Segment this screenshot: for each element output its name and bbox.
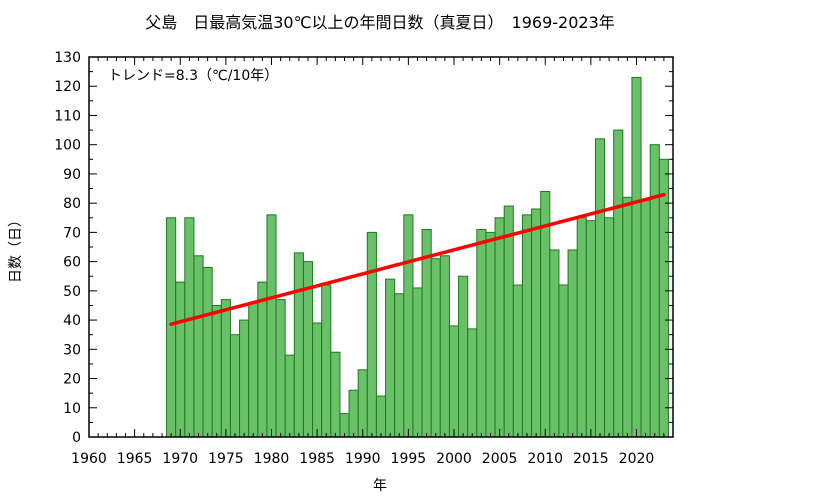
y-tick-label-130: 130 [54,50,81,66]
y-tick-label-90: 90 [63,167,81,183]
bar-1973 [202,266,213,438]
trend-line [169,192,666,326]
bar-1986 [321,284,332,438]
bar-1990 [357,369,368,438]
y-axis-label: 日数（日） [8,213,24,283]
bar-1998 [430,258,441,438]
bar-1983 [293,252,304,438]
bars-layer [166,76,669,438]
bar-1985 [312,322,323,438]
bar-2016 [594,138,606,438]
x-tick-label-2015: 2015 [573,451,609,467]
bar-2000 [448,325,460,438]
bar-1989 [348,389,359,438]
bar-1992 [375,395,387,438]
y-tick-label-70: 70 [63,225,81,241]
y-tick-label-80: 80 [63,196,81,212]
bar-2006 [503,205,514,438]
bar-1991 [366,231,377,438]
bar-2020 [631,76,642,438]
bar-1975 [220,299,231,438]
bar-2012 [558,284,569,438]
y-tick-label-0: 0 [72,430,81,446]
bar-1987 [330,351,341,438]
y-tick-label-60: 60 [63,255,81,271]
bar-1976 [229,334,241,438]
bar-2021 [640,199,651,438]
y-tick-label-100: 100 [54,138,81,154]
bar-2023 [658,158,669,438]
bar-1982 [284,354,295,438]
x-tick-label-1980: 1980 [254,451,290,467]
bar-1974 [211,304,222,438]
bar-2008 [521,214,533,438]
x-tick-label-2010: 2010 [527,451,563,467]
axes-layer: 0 10 20 30 40 50 60 70 80 90 100 110 120 130 1960 1965 1… [54,50,674,467]
bar-1996 [412,287,423,438]
y-tick-label-30: 30 [63,342,81,358]
bar-1997 [421,228,432,438]
chart-title: 父島 日最高気温30℃以上の年間日数（真夏日） 1969-2023年 [145,13,615,32]
bar-2007 [512,284,523,438]
bar-1995 [403,214,414,438]
x-tick-label-2005: 2005 [482,451,518,467]
bar-1969 [166,217,177,438]
x-tick-label-1970: 1970 [162,451,198,467]
bar-2005 [494,217,505,438]
bar-2017 [604,217,615,438]
bar-1994 [394,293,405,438]
bar-1970 [175,281,186,438]
bar-2004 [485,231,496,438]
bar-1981 [275,299,286,438]
bar-1979 [257,281,268,438]
bar-2014 [576,217,587,438]
bar-2022 [649,144,660,438]
x-axis-label: 年 [373,478,387,494]
bar-1978 [248,302,259,438]
x-tick-label-1975: 1975 [208,451,244,467]
y-tick-label-120: 120 [54,79,81,95]
bar-2018 [613,129,624,438]
bar-1971 [184,217,195,438]
x-tick-label-1960: 1960 [71,451,107,467]
bar-1972 [193,255,204,438]
x-tick-label-2000: 2000 [436,451,472,467]
bar-1993 [385,278,396,438]
bar-1977 [239,319,250,438]
y-tick-label-110: 110 [54,108,81,124]
x-tick-label-1995: 1995 [391,451,427,467]
bar-2002 [467,328,478,438]
bar-2001 [458,275,469,438]
x-tick-label-1985: 1985 [299,451,335,467]
trend-annotation: トレンド=8.3（℃/10年） [108,68,278,84]
bar-2013 [567,249,578,438]
trend-layer [169,192,666,326]
x-tick-label-2020: 2020 [619,451,655,467]
bar-2009 [531,208,542,438]
y-tick-label-50: 50 [63,284,81,300]
bar-1980 [266,214,277,438]
x-tick-label-1965: 1965 [117,451,153,467]
x-tick-label-1990: 1990 [345,451,381,467]
y-tick-label-10: 10 [63,401,81,417]
y-tick-label-20: 20 [63,372,81,388]
bar-2019 [622,196,633,438]
bar-2015 [585,220,596,438]
bar-2011 [549,249,560,438]
bar-1999 [439,255,450,438]
y-tick-label-40: 40 [63,313,81,329]
bar-2003 [476,228,487,438]
